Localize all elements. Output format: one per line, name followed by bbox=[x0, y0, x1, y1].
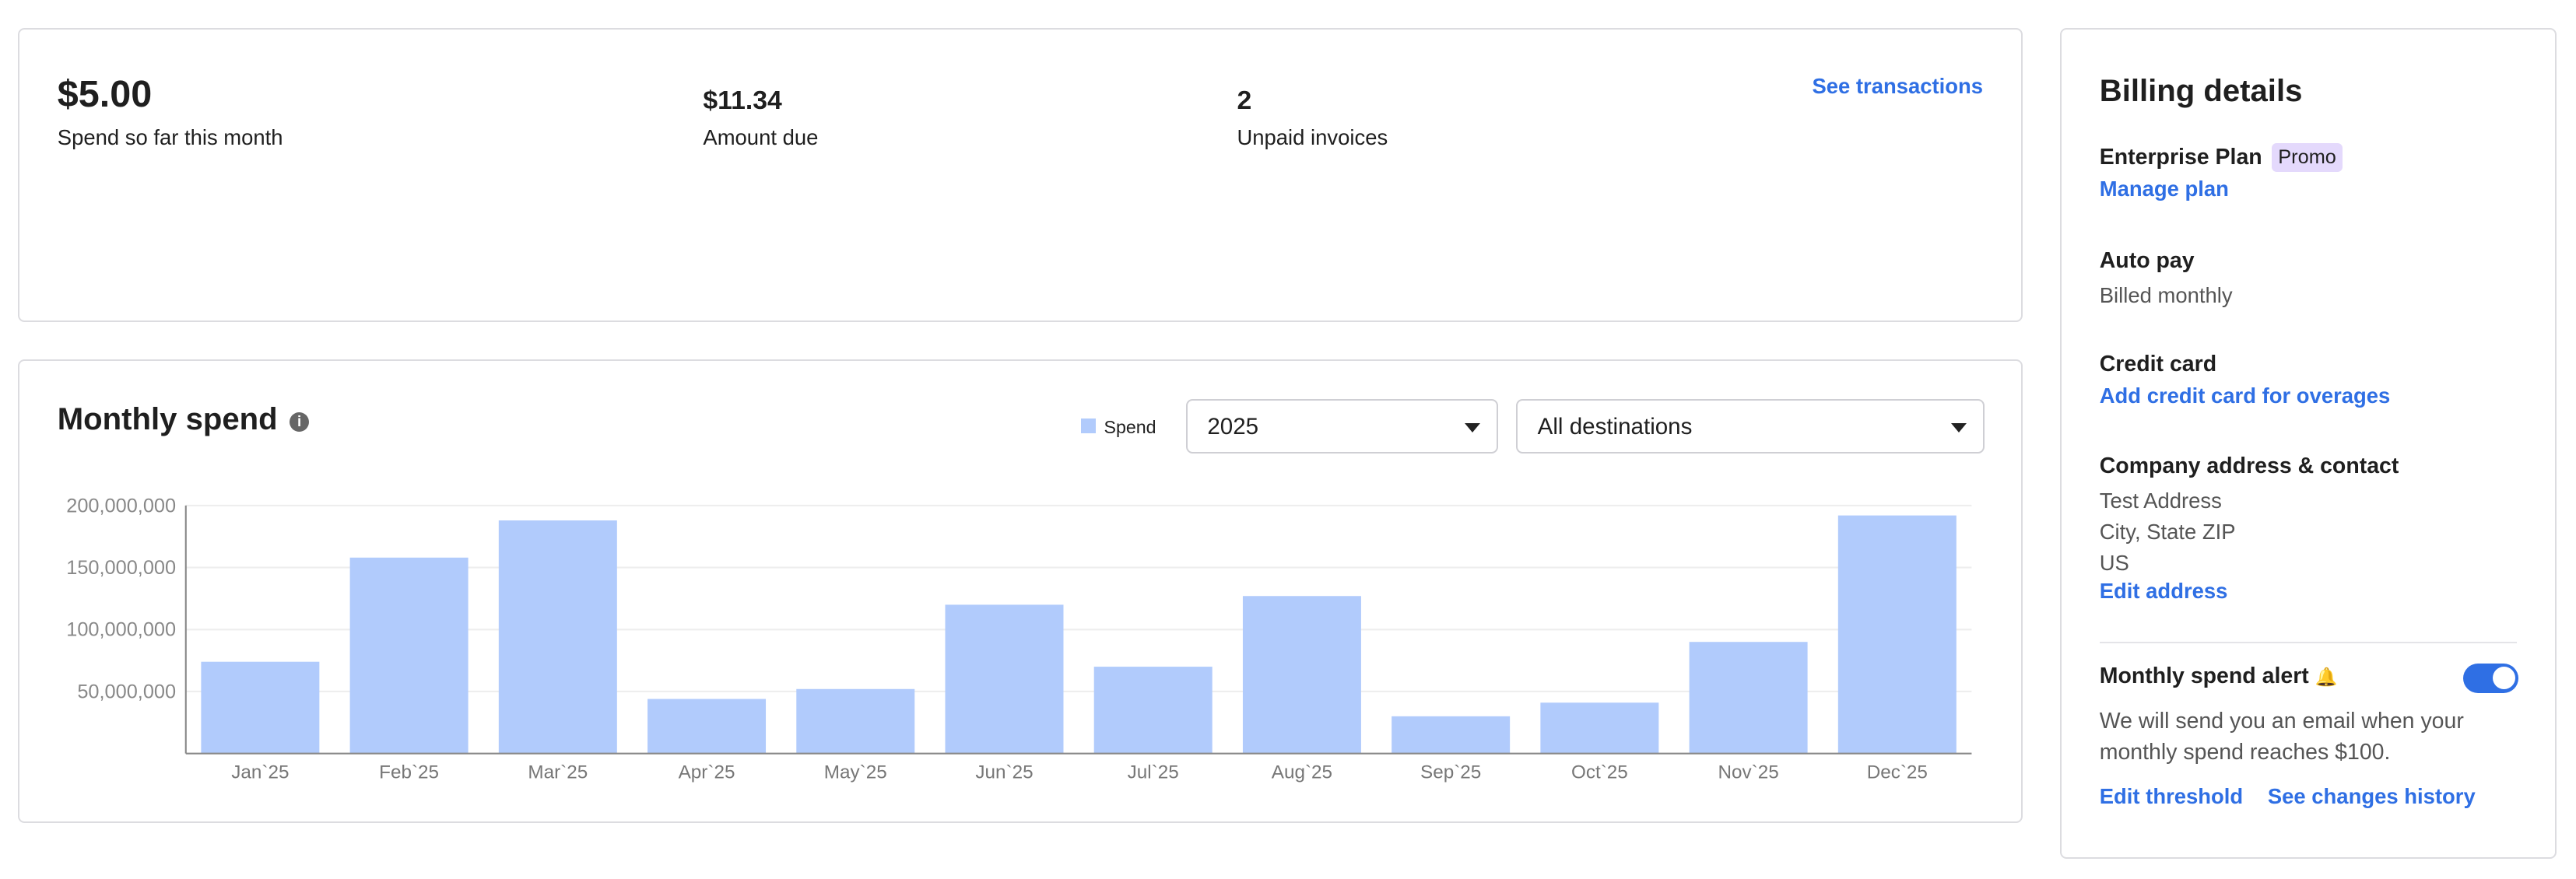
edit-threshold-link[interactable]: Edit threshold bbox=[2099, 784, 2244, 809]
y-tick-label: 50,000,000 bbox=[77, 681, 176, 703]
amount-due-value: $11.34 bbox=[703, 85, 782, 115]
bar-Apr`25 bbox=[647, 699, 766, 754]
credit-card-section: Credit card Add credit card for overages bbox=[2100, 352, 2391, 408]
bar-Sep`25 bbox=[1391, 716, 1510, 754]
spend-alert-section: Monthly spend alert 🔔 We will send you a… bbox=[2100, 664, 2511, 809]
add-credit-card-link[interactable]: Add credit card for overages bbox=[2099, 383, 2391, 408]
x-tick-label: Jun`25 bbox=[975, 762, 1033, 783]
spend-this-month: $5.00 Spend so far this month bbox=[58, 72, 283, 151]
autopay-text: Billed monthly bbox=[2099, 283, 2233, 308]
plan-name: Enterprise Plan bbox=[2099, 144, 2262, 170]
x-tick-label: Oct`25 bbox=[1571, 762, 1628, 783]
unpaid-invoices-label: Unpaid invoices bbox=[1237, 125, 1388, 150]
address-lines: Test Address City, State ZIP US bbox=[2100, 485, 2399, 579]
billing-details-card: Billing details Enterprise Plan Promo Ma… bbox=[2060, 27, 2557, 860]
bar-Aug`25 bbox=[1242, 596, 1361, 754]
destination-select-value: All destinations bbox=[1537, 413, 1693, 440]
year-select[interactable]: 2025 bbox=[1186, 398, 1499, 454]
chart-title-text: Monthly spend bbox=[57, 402, 278, 437]
bar-Oct`25 bbox=[1540, 702, 1659, 754]
legend-label: Spend bbox=[1104, 417, 1156, 438]
see-transactions-link[interactable]: See transactions bbox=[1812, 73, 1984, 98]
spend-alert-text: We will send you an email when your mont… bbox=[2099, 708, 2464, 765]
y-tick-label: 150,000,000 bbox=[66, 557, 176, 579]
promo-badge: Promo bbox=[2271, 143, 2343, 172]
x-tick-label: Aug`25 bbox=[1271, 762, 1332, 783]
address-heading: Company address & contact bbox=[2099, 453, 2399, 478]
destination-select[interactable]: All destinations bbox=[1516, 398, 1985, 454]
address-line-1: Test Address bbox=[2099, 488, 2222, 513]
bar-May`25 bbox=[795, 688, 914, 754]
billing-title: Billing details bbox=[2099, 73, 2303, 108]
edit-address-link[interactable]: Edit address bbox=[2099, 579, 2228, 604]
bell-icon: 🔔 bbox=[2315, 666, 2338, 687]
autopay-section: Auto pay Billed monthly bbox=[2100, 248, 2233, 312]
credit-card-heading: Credit card bbox=[2099, 351, 2217, 376]
chevron-down-icon bbox=[1950, 423, 1967, 432]
address-line-2: City, State ZIP bbox=[2099, 520, 2236, 545]
x-tick-label: Sep`25 bbox=[1420, 762, 1481, 783]
bar-Jun`25 bbox=[945, 604, 1064, 754]
changes-history-link[interactable]: See changes history bbox=[2267, 784, 2476, 809]
address-line-3: US bbox=[2099, 551, 2129, 576]
chart-legend: Spend bbox=[1080, 417, 1156, 438]
year-select-value: 2025 bbox=[1207, 413, 1259, 440]
manage-plan-link[interactable]: Manage plan bbox=[2099, 177, 2229, 201]
x-tick-label: Apr`25 bbox=[678, 762, 735, 783]
amount-due: $11.34 Amount due bbox=[703, 86, 818, 151]
x-tick-label: Feb`25 bbox=[379, 762, 439, 783]
spend-summary-card: $5.00 Spend so far this month $11.34 Amo… bbox=[18, 27, 2023, 322]
bar-Jul`25 bbox=[1093, 667, 1213, 754]
spend-label: Spend so far this month bbox=[57, 125, 283, 150]
y-tick-label: 200,000,000 bbox=[66, 496, 176, 517]
spend-value: $5.00 bbox=[57, 72, 153, 115]
info-icon[interactable]: i bbox=[290, 411, 310, 432]
monthly-spend-card: Monthly spend i Spend 2025 All destinati… bbox=[18, 359, 2023, 823]
x-tick-label: Nov`25 bbox=[1718, 762, 1778, 783]
x-tick-label: Dec`25 bbox=[1866, 762, 1927, 783]
spend-alert-heading: Monthly spend alert bbox=[2099, 663, 2309, 688]
chevron-down-icon bbox=[1464, 423, 1480, 432]
address-section: Company address & contact Test Address C… bbox=[2100, 454, 2399, 604]
spend-alert-toggle[interactable] bbox=[2462, 663, 2519, 693]
bar-Dec`25 bbox=[1837, 515, 1957, 754]
bar-Feb`25 bbox=[349, 557, 469, 754]
chart-title: Monthly spend i bbox=[58, 402, 310, 437]
x-tick-label: May`25 bbox=[823, 762, 886, 783]
y-tick-label: 100,000,000 bbox=[66, 619, 176, 641]
x-tick-label: Jan`25 bbox=[231, 762, 289, 783]
unpaid-invoices: 2 Unpaid invoices bbox=[1237, 86, 1388, 151]
amount-due-label: Amount due bbox=[703, 125, 819, 150]
x-tick-label: Mar`25 bbox=[528, 762, 588, 783]
legend-swatch bbox=[1080, 418, 1096, 434]
bar-chart: 50,000,000 100,000,000 150,000,000 200,000,… bbox=[66, 496, 1972, 783]
bar-Nov`25 bbox=[1689, 642, 1808, 754]
unpaid-invoices-value: 2 bbox=[1237, 85, 1252, 115]
autopay-heading: Auto pay bbox=[2099, 247, 2195, 273]
plan-section: Enterprise Plan Promo Manage plan bbox=[2099, 143, 2343, 201]
x-tick-label: Jul`25 bbox=[1127, 762, 1178, 783]
bar-Mar`25 bbox=[498, 520, 617, 754]
divider bbox=[2099, 642, 2518, 644]
bar-Jan`25 bbox=[201, 661, 320, 754]
